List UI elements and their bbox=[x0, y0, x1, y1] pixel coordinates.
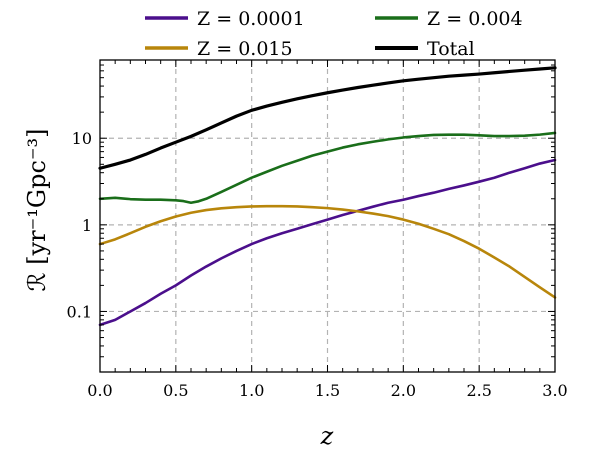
series-group bbox=[98, 66, 557, 327]
x-tick-label: 2.0 bbox=[391, 381, 416, 400]
x-tick-label: 1.0 bbox=[239, 381, 264, 400]
grid bbox=[100, 60, 555, 372]
x-tick-label: 0.5 bbox=[163, 381, 188, 400]
y-tick-label: 0.1 bbox=[67, 302, 92, 321]
series-line-2 bbox=[98, 131, 557, 205]
series-line-4 bbox=[98, 66, 557, 170]
x-axis-label: z bbox=[320, 422, 334, 450]
legend-label-4: Total bbox=[427, 38, 475, 60]
legend-label-1: Z = 0.0001 bbox=[197, 8, 305, 30]
x-tick-label: 3.0 bbox=[542, 381, 567, 400]
x-tick-label: 2.5 bbox=[466, 381, 491, 400]
ticks: 0.0 0.5 1.0 1.5 2.0 2.5 3.0 0.1 1 10 bbox=[67, 59, 568, 400]
y-tick-label: 1 bbox=[82, 216, 92, 235]
y-axis-label: ℛ [yr⁻¹Gpc⁻³] bbox=[23, 128, 51, 291]
series-line-1 bbox=[98, 158, 557, 327]
legend-label-2: Z = 0.004 bbox=[427, 8, 523, 30]
legend-label-3: Z = 0.015 bbox=[197, 38, 293, 60]
x-tick-label: 0.0 bbox=[87, 381, 112, 400]
legend: Z = 0.0001 Z = 0.004 Z = 0.015 Total bbox=[145, 8, 523, 60]
series-line-3 bbox=[98, 204, 557, 299]
y-tick-label: 10 bbox=[72, 129, 92, 148]
x-tick-label: 1.5 bbox=[315, 381, 340, 400]
